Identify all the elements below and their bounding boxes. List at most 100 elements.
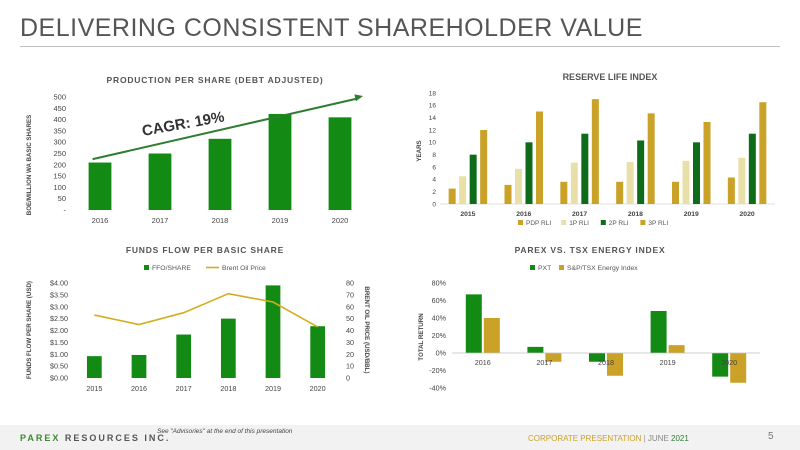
funds-y-axis-label: FUNDS FLOW PER SHARE (USD) bbox=[26, 281, 33, 379]
ffo-legend-label: FFO/SHARE bbox=[152, 265, 191, 272]
production-y-tick: 250 bbox=[53, 149, 66, 158]
footer-separator: | bbox=[643, 434, 646, 443]
return-bar bbox=[730, 353, 747, 383]
reserve-legend-swatch bbox=[518, 220, 523, 225]
reserve-bar bbox=[480, 130, 488, 204]
ffo-bar bbox=[131, 354, 147, 378]
production-chart-title: PRODUCTION PER SHARE (DEBT ADJUSTED) bbox=[107, 75, 324, 85]
funds-y-tick: $1.50 bbox=[50, 338, 68, 347]
company-name-first-word: PAREX bbox=[20, 433, 61, 443]
funds-y-tick: $3.50 bbox=[50, 290, 68, 299]
reserve-bar bbox=[637, 140, 645, 204]
advisory-note: See "Advisories" at the end of this pres… bbox=[157, 428, 293, 435]
reserve-bar bbox=[626, 162, 634, 204]
reserve-bar bbox=[682, 160, 690, 204]
reserve-legend-swatch bbox=[561, 220, 567, 225]
production-y-tick: 100 bbox=[53, 183, 66, 192]
reserve-y-tick: 8 bbox=[432, 152, 436, 159]
funds-y-tick: $4.00 bbox=[50, 279, 68, 288]
reserve-y-tick: 12 bbox=[429, 127, 437, 134]
production-x-tick: 2016 bbox=[92, 216, 109, 225]
funds-right-tick: 80 bbox=[346, 279, 354, 288]
reserve-bar bbox=[616, 181, 624, 204]
funds-right-tick: 0 bbox=[346, 374, 350, 383]
reserve-legend-swatch bbox=[600, 220, 606, 225]
parex-y-tick: -40% bbox=[429, 384, 446, 393]
funds-right-tick: 70 bbox=[346, 290, 354, 299]
tsx-legend-label: S&P/TSX Energy Index bbox=[567, 265, 638, 272]
tsx-legend-swatch bbox=[559, 265, 564, 270]
pxt-legend-swatch bbox=[530, 265, 535, 270]
reserve-x-tick: 2017 bbox=[572, 211, 587, 218]
footer-year: 2021 bbox=[671, 434, 689, 443]
reserve-bar bbox=[703, 121, 711, 204]
reserve-x-tick: 2018 bbox=[628, 211, 643, 218]
return-bar bbox=[483, 318, 500, 353]
production-y-tick: 350 bbox=[53, 126, 66, 135]
reserve-y-tick: 16 bbox=[429, 103, 437, 110]
funds-right-tick: 30 bbox=[346, 338, 354, 347]
production-bar bbox=[88, 162, 112, 210]
cagr-arrow-head bbox=[354, 94, 363, 102]
reserve-bar bbox=[536, 111, 543, 204]
parex-y-tick: 20% bbox=[432, 331, 447, 340]
cagr-arrow-shaft bbox=[92, 97, 358, 161]
reserve-y-tick: 6 bbox=[432, 164, 436, 171]
brent-price-line bbox=[94, 292, 319, 328]
parex-y-axis-label: TOTAL RETURN bbox=[418, 313, 425, 361]
reserve-bar bbox=[448, 188, 456, 204]
reserve-bar bbox=[525, 142, 533, 204]
parex-x-tick: 2019 bbox=[660, 358, 676, 367]
reserve-bar bbox=[515, 168, 522, 204]
parex-y-tick: -20% bbox=[429, 366, 446, 375]
funds-flow-chart: FUNDS FLOW PER BASIC SHARE FUNDS FLOW PE… bbox=[26, 245, 370, 393]
reserve-y-tick: 14 bbox=[429, 115, 437, 122]
reserve-y-tick: 4 bbox=[432, 177, 436, 184]
return-bar bbox=[527, 346, 544, 353]
reserve-x-tick: 2020 bbox=[740, 211, 755, 218]
production-y-tick: 500 bbox=[53, 93, 66, 102]
production-y-axis-label: BOE/MILLION WA BASIC SHARES bbox=[26, 115, 33, 216]
production-y-tick: - bbox=[64, 206, 67, 215]
reserve-x-tick: 2015 bbox=[460, 211, 475, 218]
reserve-bar bbox=[504, 184, 512, 204]
funds-right-tick: 10 bbox=[346, 362, 354, 371]
funds-right-tick: 40 bbox=[346, 326, 354, 335]
funds-y-tick: $2.00 bbox=[50, 326, 68, 335]
reserve-legend-swatch bbox=[640, 220, 646, 225]
funds-y-tick: $2.50 bbox=[50, 314, 68, 323]
production-y-tick: 50 bbox=[58, 194, 66, 203]
funds-x-tick: 2020 bbox=[310, 384, 326, 393]
reserve-bar bbox=[647, 113, 655, 204]
footer-bar bbox=[0, 425, 800, 450]
reserve-bar bbox=[693, 142, 700, 204]
production-bar bbox=[268, 113, 292, 210]
funds-x-tick: 2015 bbox=[86, 384, 102, 393]
parex-y-tick: 60% bbox=[432, 296, 447, 305]
production-x-tick: 2019 bbox=[272, 216, 289, 225]
funds-right-tick: 50 bbox=[346, 314, 354, 323]
reserve-legend-label: 1P RLI bbox=[569, 220, 589, 227]
reserve-x-tick: 2016 bbox=[516, 211, 531, 218]
footer-date: JUNE bbox=[647, 434, 669, 443]
reserve-legend-label: PDP RLI bbox=[526, 220, 551, 227]
reserve-x-tick: 2019 bbox=[684, 211, 699, 218]
production-x-tick: 2018 bbox=[212, 216, 229, 225]
brent-legend-label: Brent Oil Price bbox=[222, 265, 266, 272]
funds-x-tick: 2018 bbox=[220, 384, 236, 393]
cagr-annotation: CAGR: 19% bbox=[141, 109, 226, 140]
funds-x-tick: 2017 bbox=[176, 384, 192, 393]
ffo-bar bbox=[265, 285, 281, 378]
reserve-y-tick: 10 bbox=[429, 140, 437, 147]
production-y-tick: 150 bbox=[53, 172, 66, 181]
ffo-bar bbox=[176, 334, 192, 378]
reserve-bar bbox=[469, 154, 477, 204]
production-y-tick: 200 bbox=[53, 160, 66, 169]
return-bar bbox=[712, 353, 729, 377]
reserve-bar bbox=[759, 102, 767, 204]
reserve-y-axis-label: YEARS bbox=[416, 140, 423, 161]
return-bar bbox=[668, 345, 685, 353]
ffo-bar bbox=[86, 356, 102, 378]
funds-y-tick: $0.00 bbox=[50, 374, 68, 383]
reserve-bar bbox=[581, 133, 589, 204]
